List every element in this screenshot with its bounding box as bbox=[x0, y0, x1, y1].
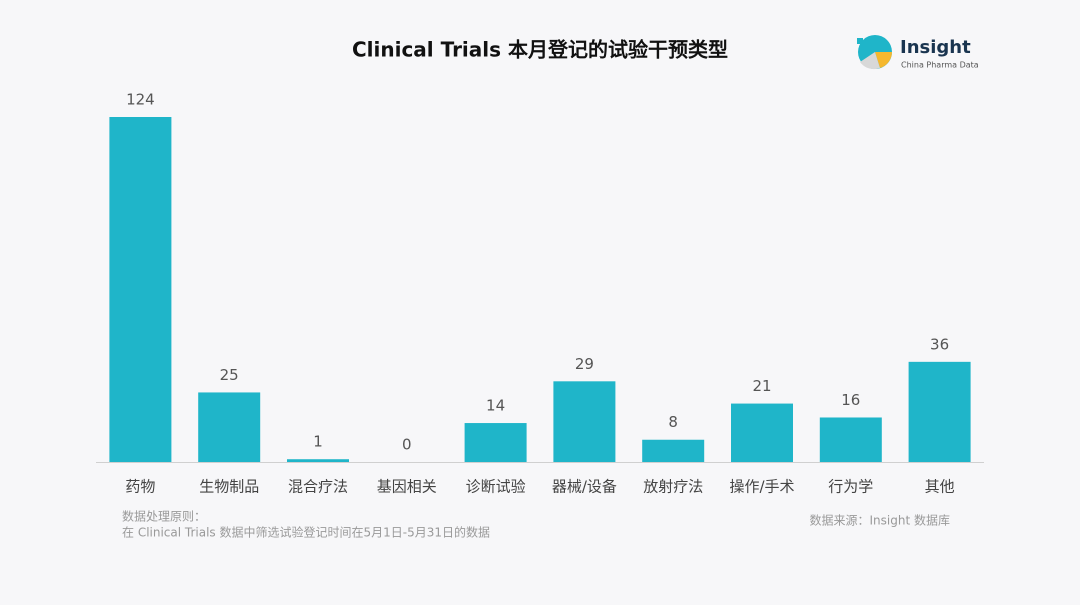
x-tick-label: 诊断试验 bbox=[466, 478, 526, 496]
bar bbox=[287, 459, 349, 462]
bar bbox=[553, 381, 616, 462]
x-tick-label: 器械/设备 bbox=[552, 478, 617, 496]
value-label: 16 bbox=[841, 391, 860, 409]
value-label: 124 bbox=[126, 91, 155, 109]
note-text: 在 Clinical Trials 数据中筛选试验登记时间在5月1日-5月31日… bbox=[122, 525, 490, 540]
logo-name: Insight bbox=[900, 37, 971, 58]
value-label: 8 bbox=[668, 413, 678, 431]
chart-title: Clinical Trials 本月登记的试验干预类型 bbox=[352, 38, 728, 62]
x-tick-label: 行为学 bbox=[828, 478, 873, 496]
note-heading: 数据处理原则： bbox=[122, 509, 206, 524]
value-label: 36 bbox=[930, 335, 949, 353]
value-label: 29 bbox=[575, 355, 594, 373]
x-tick-label: 基因相关 bbox=[377, 478, 437, 496]
bar bbox=[819, 417, 882, 462]
x-tick-label: 放射疗法 bbox=[643, 478, 703, 496]
value-label: 1 bbox=[313, 433, 323, 451]
bar bbox=[731, 403, 793, 462]
x-tick-label: 生物制品 bbox=[199, 478, 259, 496]
x-tick-label: 其他 bbox=[925, 478, 955, 496]
value-label: 0 bbox=[402, 436, 412, 454]
logo-icon bbox=[857, 35, 892, 70]
x-tick-label: 药物 bbox=[125, 478, 155, 496]
bar bbox=[642, 439, 705, 462]
bar bbox=[464, 423, 527, 462]
logo-subtitle: China Pharma Data bbox=[901, 61, 979, 70]
x-tick-label: 操作/手术 bbox=[729, 478, 794, 496]
bar bbox=[908, 361, 971, 462]
bar bbox=[109, 117, 172, 462]
value-label: 14 bbox=[486, 397, 505, 415]
source: 数据来源：Insight 数据库 bbox=[810, 513, 950, 528]
bar bbox=[198, 392, 261, 462]
value-label: 25 bbox=[220, 366, 239, 384]
x-tick-label: 混合疗法 bbox=[288, 478, 348, 496]
value-label: 21 bbox=[752, 377, 771, 395]
